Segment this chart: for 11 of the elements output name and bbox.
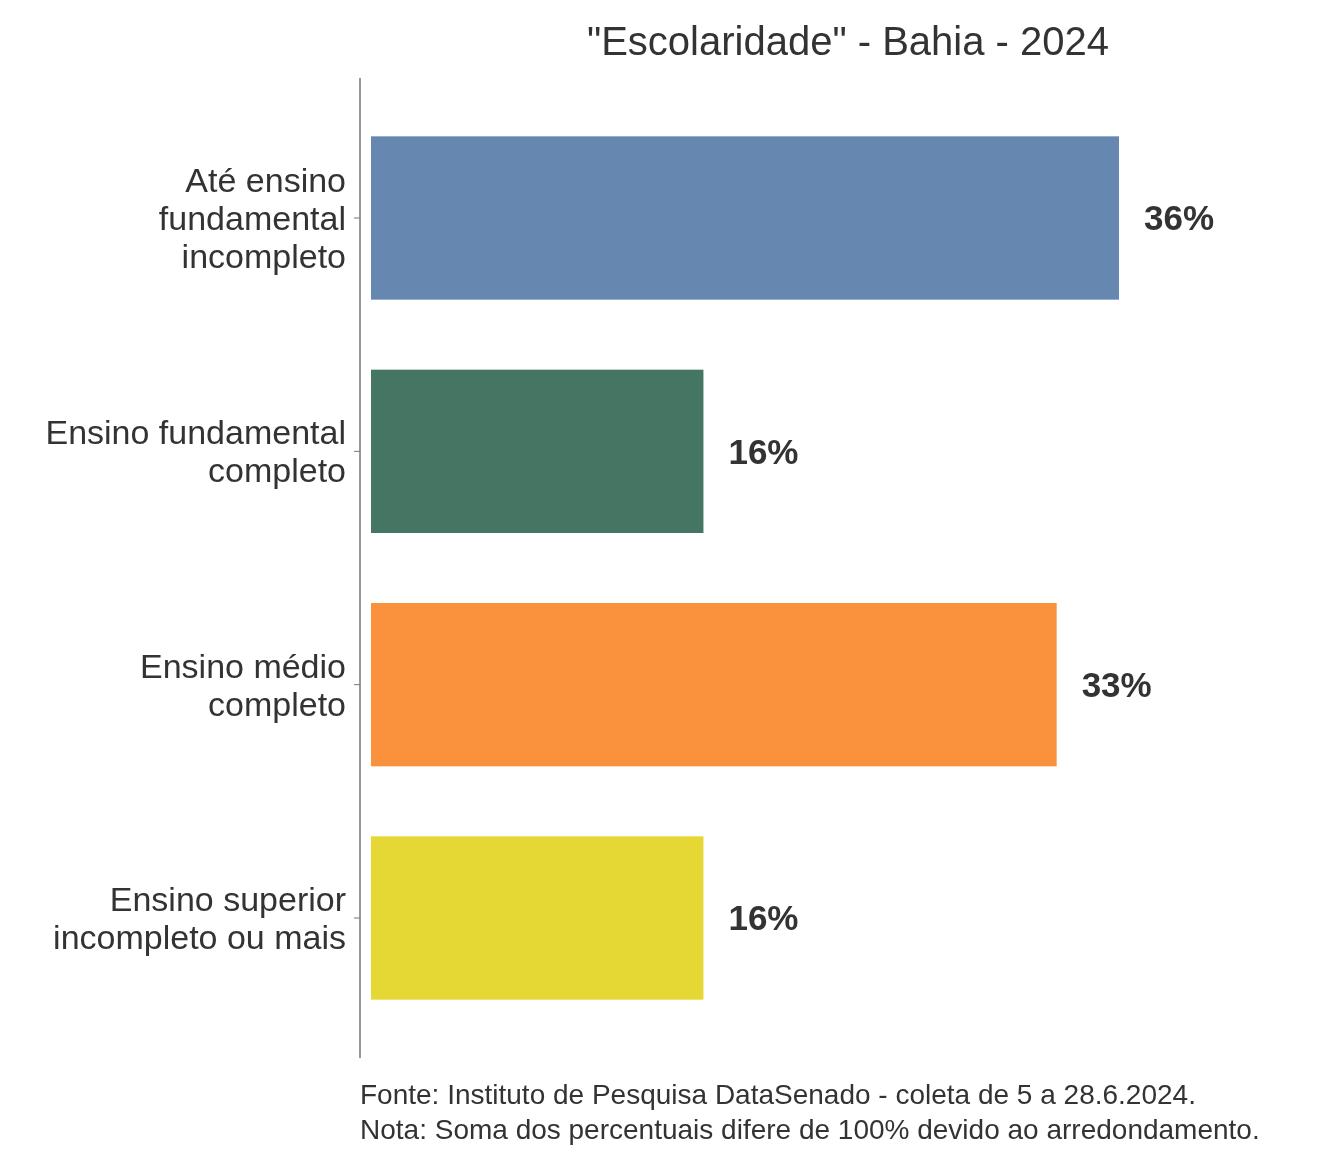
data-label: 16% [728, 898, 799, 938]
y-tick-label: Ensino fundamental completo [45, 413, 346, 490]
text: Nota: Soma dos percentuais difere de 100% devido ao arredondamento. [360, 1113, 1260, 1145]
chart-title: "Escolaridade" - Bahia - 2024 [586, 19, 1110, 63]
data-label: 33% [1081, 664, 1152, 704]
y-tick-label: Ensino médio completo [139, 646, 346, 723]
data-label: 36% [1144, 198, 1215, 238]
y-tick-label: Até ensino fundamental incompleto [158, 160, 346, 275]
data-label: 16% [728, 431, 799, 471]
y-tick-label: Ensino superior incompleto ou mais [53, 879, 346, 956]
source-note: Fonte: Instituto de Pesquisa DataSenado - coleta de 5 a 28.6.2024. [360, 1078, 1196, 1110]
